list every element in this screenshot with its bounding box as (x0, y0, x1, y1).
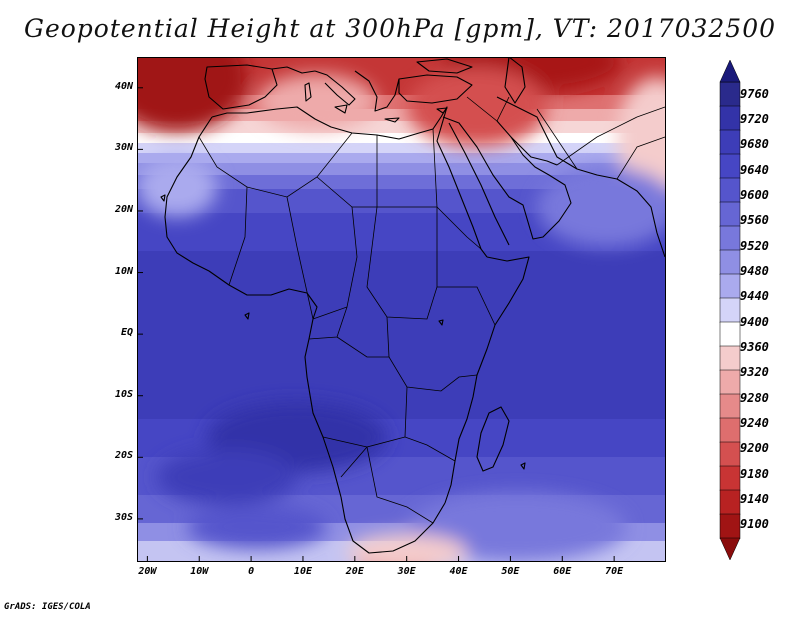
colorbar-label: 9680 (740, 137, 769, 152)
colorbar-label: 9520 (740, 238, 769, 253)
colorbar-segment (719, 465, 741, 491)
lat-label: 40N (114, 80, 133, 92)
colorbar-segment (719, 81, 741, 107)
colorbar-segment (719, 273, 741, 299)
lat-label: 10S (114, 388, 133, 400)
lat-label: 20N (114, 203, 133, 215)
colorbar-label: 9320 (740, 365, 769, 380)
colorbar-segment (719, 441, 741, 467)
colorbar-segment (719, 297, 741, 323)
grads-credit: GrADS: IGES/COLA (4, 602, 91, 612)
colorbar-label: 9640 (740, 162, 769, 177)
colorbar-segment (719, 345, 741, 371)
colorbar-label: 9280 (740, 390, 769, 405)
map-title: Geopotential Height at 300hPa [gpm], VT:… (23, 14, 777, 43)
colorbar-label: 9560 (740, 213, 769, 228)
lon-label: 60E (553, 566, 572, 577)
lon-label: 70E (605, 566, 624, 577)
colorbar-segment (719, 417, 741, 443)
colorbar-label: 9600 (740, 188, 769, 202)
lon-label: 50E (501, 566, 520, 577)
colorbar-label: 9180 (740, 466, 769, 481)
colorbar-label: 9760 (740, 86, 769, 101)
colorbar-segment (719, 513, 741, 539)
colorbar-label: 9100 (740, 517, 769, 532)
colorbar (719, 60, 741, 560)
lon-label: 0 (248, 566, 255, 577)
colorbar-max-arrow (719, 60, 741, 83)
colorbar-segment (719, 129, 741, 155)
colorbar-segment (719, 177, 741, 203)
colorbar-label: 9480 (740, 264, 769, 278)
colorbar-label: 9400 (740, 314, 769, 329)
colorbar-label: 9140 (740, 492, 769, 506)
colorbar-label: 9440 (740, 289, 769, 304)
colorbar-label: 9240 (740, 416, 769, 430)
height-field (137, 57, 666, 562)
country-borders (198, 96, 666, 524)
colorbar-segment (719, 321, 741, 347)
colorbar-segment (719, 105, 741, 131)
lon-label: 20W (138, 566, 157, 577)
lat-label: 10N (114, 265, 133, 277)
colorbar-label: 9200 (740, 441, 769, 456)
lat-label: 30N (114, 142, 133, 154)
colorbar-label: 9720 (740, 112, 769, 126)
map-frame (137, 57, 666, 562)
colorbar-segment (719, 153, 741, 179)
lon-label: 10W (190, 566, 209, 577)
axis-ticks (137, 87, 615, 562)
colorbar-segment (719, 225, 741, 251)
lon-label: 20E (345, 566, 364, 577)
colorbar-segment (719, 249, 741, 275)
lat-label: EQ (120, 327, 133, 339)
geopotential-height-map (137, 57, 666, 562)
lon-label: 10E (293, 566, 312, 577)
colorbar-segment (719, 393, 741, 419)
colorbar-segment (719, 201, 741, 227)
lon-label: 30E (397, 566, 416, 577)
lat-label: 20S (114, 450, 133, 462)
lon-label: 40E (449, 566, 468, 577)
colorbar-label: 9360 (740, 340, 769, 354)
colorbar-segment (719, 489, 741, 515)
colorbar-min-arrow (719, 537, 741, 560)
colorbar-segment (719, 369, 741, 395)
coastlines (160, 57, 666, 554)
lat-label: 30S (114, 511, 133, 523)
